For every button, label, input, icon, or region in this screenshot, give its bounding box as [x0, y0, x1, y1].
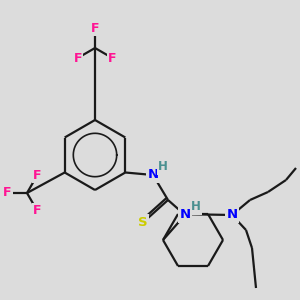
- Text: F: F: [33, 169, 41, 182]
- Text: F: F: [33, 204, 41, 217]
- Text: N: N: [179, 208, 191, 221]
- Text: F: F: [108, 52, 117, 64]
- Text: H: H: [191, 200, 201, 214]
- Text: F: F: [91, 22, 99, 34]
- Text: F: F: [74, 52, 82, 64]
- Text: N: N: [226, 208, 238, 221]
- Text: F: F: [3, 187, 11, 200]
- Text: N: N: [147, 169, 159, 182]
- Text: S: S: [138, 215, 148, 229]
- Text: H: H: [158, 160, 168, 173]
